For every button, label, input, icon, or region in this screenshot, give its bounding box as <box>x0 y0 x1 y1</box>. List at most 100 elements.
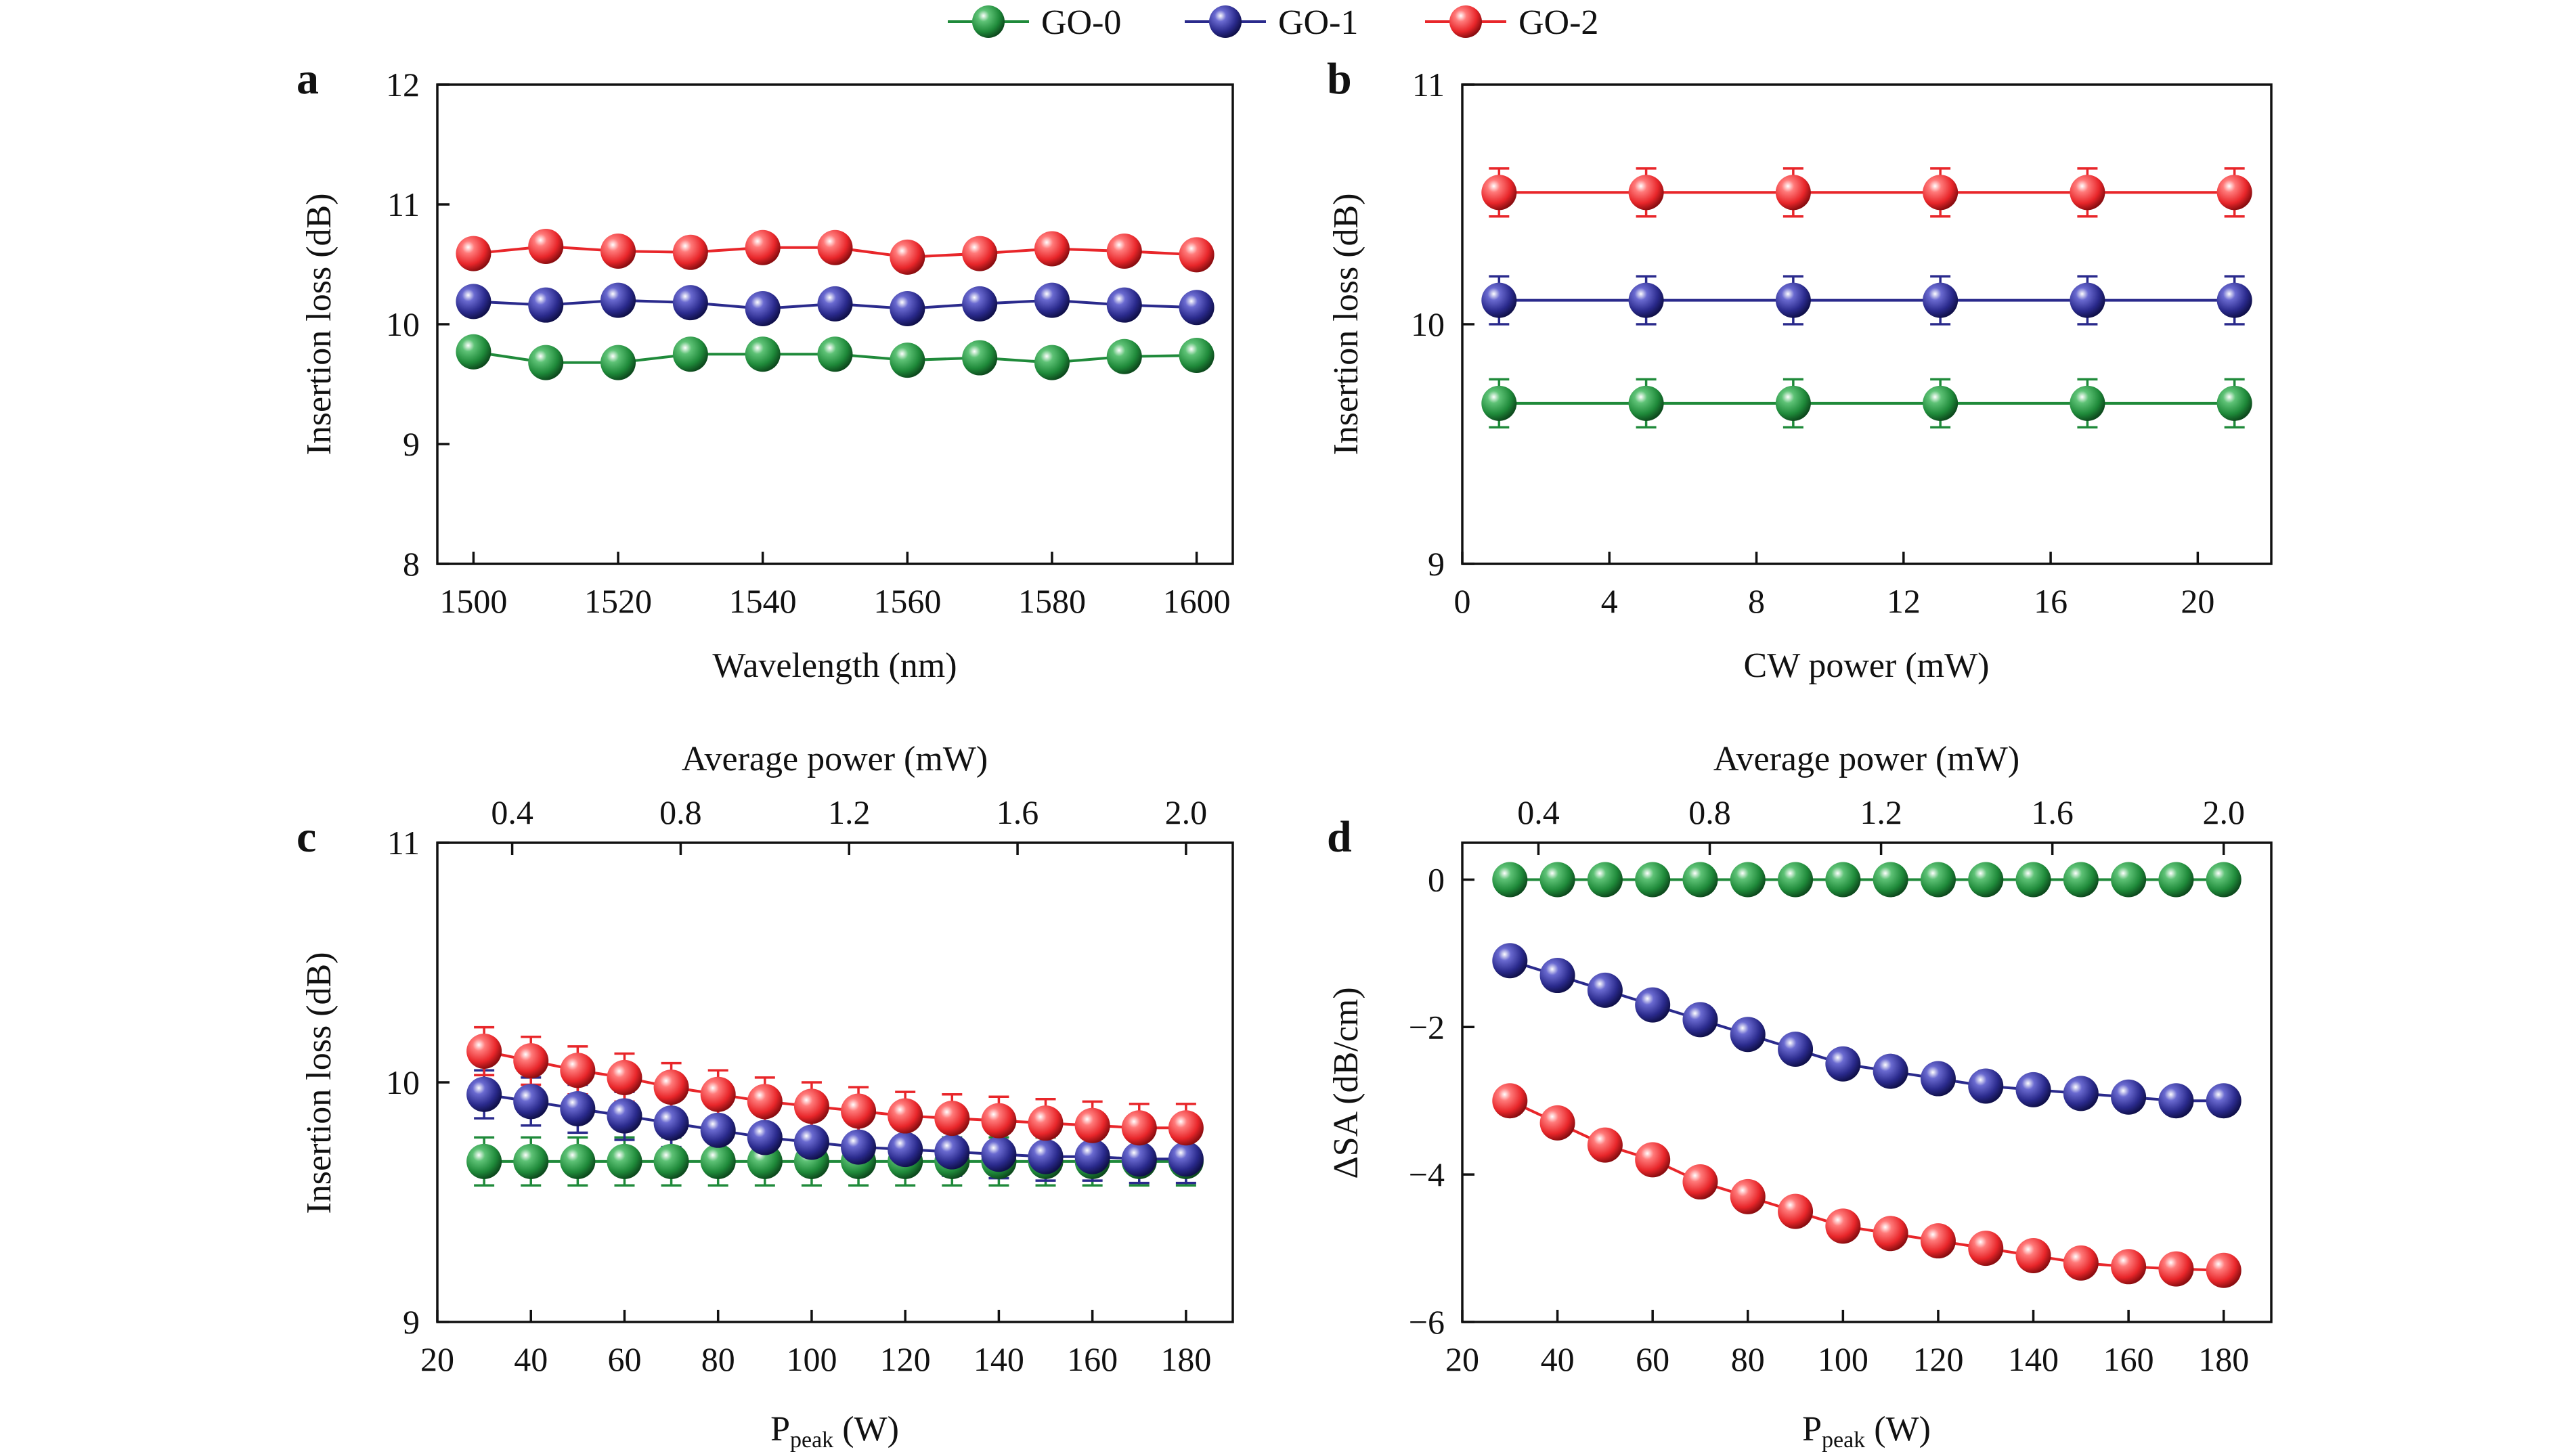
data-point-d-go-1-7 <box>1825 1046 1861 1082</box>
x-tick-label-d-20: 20 <box>1445 1340 1479 1378</box>
x-tick-label-d-120: 120 <box>1912 1340 1963 1378</box>
y-axis-title-d: ΔSA (dB/cm) <box>1327 987 1365 1178</box>
legend-label-go-1: GO-1 <box>1278 3 1358 42</box>
data-point-d-go-2-8 <box>1873 1216 1908 1252</box>
y-tick-label-b-0: 9 <box>1428 545 1445 583</box>
data-point-a-go-1-10 <box>1179 290 1215 326</box>
data-point-a-go-1-7 <box>962 286 998 322</box>
data-point-c-go-0-3 <box>607 1143 642 1179</box>
x-axis-title-d-sub: peak <box>1822 1428 1865 1453</box>
data-point-d-go-0-13 <box>2111 862 2147 898</box>
data-point-a-go-1-3 <box>672 285 708 321</box>
data-point-b-go-1-3 <box>1923 282 1959 318</box>
x-axis-title-c-sub: peak <box>790 1428 833 1453</box>
data-point-d-go-2-1 <box>1539 1105 1575 1141</box>
data-point-d-go-1-2 <box>1587 972 1623 1008</box>
data-point-b-go-1-0 <box>1481 282 1517 318</box>
data-point-d-go-1-4 <box>1682 1002 1718 1038</box>
data-point-d-go-0-8 <box>1873 862 1908 898</box>
data-point-d-go-0-12 <box>2063 862 2099 898</box>
data-point-a-go-0-1 <box>528 345 564 380</box>
panel-d: d 20 40 60 80 100 120 140 160 180 −6 −4 −2 0 0.4 0.8 1.… <box>1327 740 2273 1453</box>
data-point-d-go-2-7 <box>1825 1208 1861 1244</box>
data-point-a-go-0-9 <box>1106 338 1142 374</box>
x-tick-label-b-4: 4 <box>1601 582 1618 620</box>
data-point-c-go-2-2 <box>560 1053 596 1088</box>
y-tick-label-d-3: 0 <box>1428 860 1445 898</box>
data-point-d-go-1-1 <box>1539 958 1575 994</box>
y-tick-label-a-1: 9 <box>403 425 420 463</box>
series-line-c-go-2 <box>483 1050 1186 1130</box>
data-point-b-go-2-5 <box>2216 175 2252 211</box>
series-line-c-go-1 <box>483 1093 1186 1161</box>
data-point-d-go-1-15 <box>2206 1083 2241 1119</box>
x-tick-label-b-0: 0 <box>1454 582 1471 620</box>
data-point-b-go-0-2 <box>1775 385 1811 421</box>
data-point-a-go-2-7 <box>962 236 998 271</box>
x-tick-label-c-100: 100 <box>786 1340 837 1378</box>
data-point-c-go-2-8 <box>841 1093 877 1129</box>
x-axis-title-c-unit: (W) <box>833 1410 899 1449</box>
x-axis-title-d-unit: (W) <box>1865 1410 1931 1449</box>
data-point-b-go-0-4 <box>2070 385 2105 421</box>
data-point-d-go-1-5 <box>1730 1017 1766 1053</box>
top-x-tick-label-d-3: 1.6 <box>2031 793 2074 831</box>
top-x-tick-label-c-1: 0.8 <box>659 793 702 831</box>
data-point-d-go-2-6 <box>1778 1193 1814 1229</box>
data-point-a-go-1-6 <box>890 290 925 326</box>
x-tick-label-d-60: 60 <box>1636 1340 1669 1378</box>
data-point-a-go-2-3 <box>672 234 708 270</box>
y-tick-label-c-1: 10 <box>386 1063 420 1101</box>
y-tick-label-a-0: 8 <box>403 545 420 583</box>
legend-entry-go-2: GO-2 <box>1425 3 1598 42</box>
x-tick-label-b-16: 16 <box>2034 582 2068 620</box>
data-point-c-go-0-5 <box>700 1143 736 1179</box>
data-point-b-go-0-5 <box>2216 385 2252 421</box>
data-point-d-go-0-14 <box>2158 862 2194 898</box>
x-tick-label-c-60: 60 <box>607 1340 641 1378</box>
data-point-a-go-2-4 <box>745 229 781 265</box>
plot-frame-d <box>1461 841 2273 1323</box>
top-x-tick-label-c-0: 0.4 <box>491 793 533 831</box>
data-point-c-go-1-0 <box>466 1076 502 1112</box>
panel-letter-a: a <box>297 54 319 104</box>
x-tick-label-c-40: 40 <box>514 1340 548 1378</box>
x-tick-label-b-8: 8 <box>1748 582 1765 620</box>
x-tick-label-d-160: 160 <box>2103 1340 2154 1378</box>
data-point-a-go-0-8 <box>1034 345 1070 380</box>
data-point-a-go-0-4 <box>745 336 781 372</box>
data-point-d-go-2-5 <box>1730 1178 1766 1214</box>
data-point-d-go-0-11 <box>2015 862 2051 898</box>
y-axis-title-b: Insertion loss (dB) <box>1327 193 1365 455</box>
top-x-tick-label-c-3: 1.6 <box>997 793 1039 831</box>
x-tick-label-a-1520: 1520 <box>584 582 652 620</box>
data-point-d-go-2-4 <box>1682 1164 1718 1200</box>
y-tick-label-d-1: −4 <box>1409 1155 1445 1193</box>
data-point-a-go-2-0 <box>456 236 491 271</box>
data-point-d-go-0-15 <box>2206 862 2241 898</box>
data-point-c-go-2-12 <box>1028 1105 1064 1141</box>
data-point-d-go-2-13 <box>2111 1249 2147 1285</box>
data-point-c-go-1-14 <box>1121 1141 1157 1177</box>
data-point-d-go-0-1 <box>1539 862 1575 898</box>
data-point-c-go-1-13 <box>1074 1139 1110 1174</box>
y-tick-label-c-0: 9 <box>403 1303 420 1341</box>
data-point-c-go-2-0 <box>466 1033 502 1069</box>
data-point-c-go-2-11 <box>981 1103 1017 1139</box>
data-point-d-go-1-3 <box>1635 987 1671 1023</box>
y-tick-label-d-0: −6 <box>1409 1303 1445 1341</box>
data-point-c-go-2-10 <box>934 1101 970 1137</box>
data-point-d-go-1-13 <box>2111 1079 2147 1115</box>
data-point-a-go-1-1 <box>528 287 564 323</box>
data-point-a-go-0-10 <box>1179 338 1215 374</box>
data-point-a-go-2-2 <box>600 234 636 269</box>
data-point-c-go-2-15 <box>1168 1110 1204 1146</box>
data-point-c-go-2-1 <box>513 1043 549 1079</box>
data-point-c-go-2-3 <box>607 1059 642 1095</box>
data-point-a-go-2-5 <box>817 229 853 265</box>
data-point-a-go-2-9 <box>1106 234 1142 269</box>
data-point-d-go-2-15 <box>2206 1252 2241 1288</box>
data-point-a-go-1-0 <box>456 284 491 319</box>
data-point-c-go-2-5 <box>700 1076 736 1112</box>
series-line-d-go-1 <box>1509 959 2224 1103</box>
